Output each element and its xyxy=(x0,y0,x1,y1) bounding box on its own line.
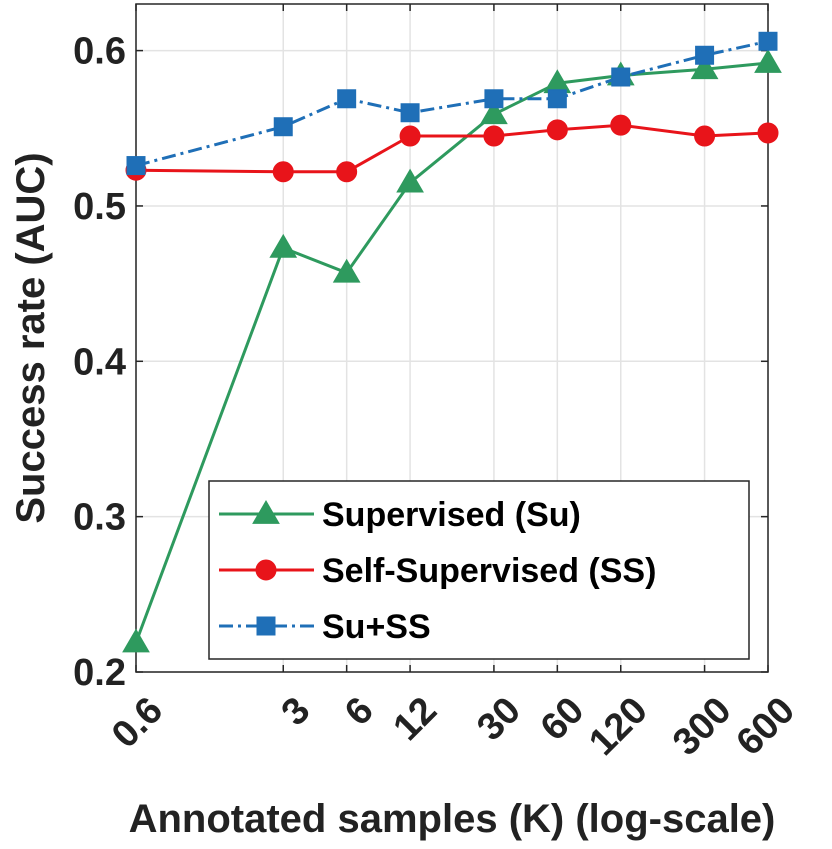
y-tick-label: 0.5 xyxy=(73,186,126,228)
legend-entry: Supervised (Su) xyxy=(219,496,581,534)
y-tick-label: 0.2 xyxy=(73,652,126,694)
x-tick-label: 60 xyxy=(533,689,593,749)
x-tick-label: 120 xyxy=(581,689,656,764)
data-point xyxy=(758,31,778,51)
data-point xyxy=(400,103,420,123)
x-tick-label: 3 xyxy=(274,689,319,734)
series-group xyxy=(122,31,782,653)
x-tick-label: 6 xyxy=(337,689,382,734)
data-point xyxy=(695,45,715,65)
series-2 xyxy=(125,114,779,183)
x-tick-label: 30 xyxy=(469,689,529,749)
legend-marker xyxy=(256,616,276,636)
x-tick-label: 12 xyxy=(386,689,446,749)
data-point xyxy=(126,156,146,176)
data-point xyxy=(483,125,505,147)
data-point xyxy=(690,55,719,80)
data-point xyxy=(122,628,150,653)
legend-label: Self-Supervised (SS) xyxy=(322,552,656,590)
data-point xyxy=(546,119,568,141)
legend-label: Supervised (Su) xyxy=(322,496,581,534)
y-tick-label: 0.6 xyxy=(73,31,126,73)
data-point xyxy=(694,125,716,147)
data-point xyxy=(757,122,779,144)
data-point xyxy=(396,168,424,193)
data-point xyxy=(337,89,357,109)
data-point xyxy=(480,100,508,125)
series-1 xyxy=(122,49,782,653)
x-tick-label: 300 xyxy=(665,689,740,764)
x-tick-label: 0.6 xyxy=(104,689,171,756)
series-3 xyxy=(126,31,778,176)
data-point xyxy=(754,49,782,73)
legend-entry: Su+SS xyxy=(219,608,431,646)
legend-entry: Self-Supervised (SS) xyxy=(219,552,656,590)
data-point xyxy=(547,89,567,109)
x-axis-label: Annotated samples (K) (log-scale) xyxy=(129,797,776,841)
legend: Supervised (Su) Self-Supervised (SS) Su+SS xyxy=(208,480,750,660)
y-axis-label: Success rate (AUC) xyxy=(9,152,53,523)
y-tick-label: 0.3 xyxy=(73,497,126,539)
legend-marker xyxy=(255,559,277,581)
data-point xyxy=(273,117,293,137)
x-tick-label: 600 xyxy=(729,689,804,764)
legend-label: Su+SS xyxy=(322,608,431,646)
data-point xyxy=(269,233,298,258)
data-point xyxy=(399,125,421,147)
data-point xyxy=(336,161,358,183)
plot-frame xyxy=(135,3,769,673)
data-point xyxy=(611,67,631,87)
data-point xyxy=(484,89,504,109)
legend-marker xyxy=(252,500,280,524)
y-tick-label: 0.4 xyxy=(73,341,126,383)
data-point xyxy=(332,258,361,283)
data-point xyxy=(610,114,632,136)
data-point xyxy=(272,161,294,183)
